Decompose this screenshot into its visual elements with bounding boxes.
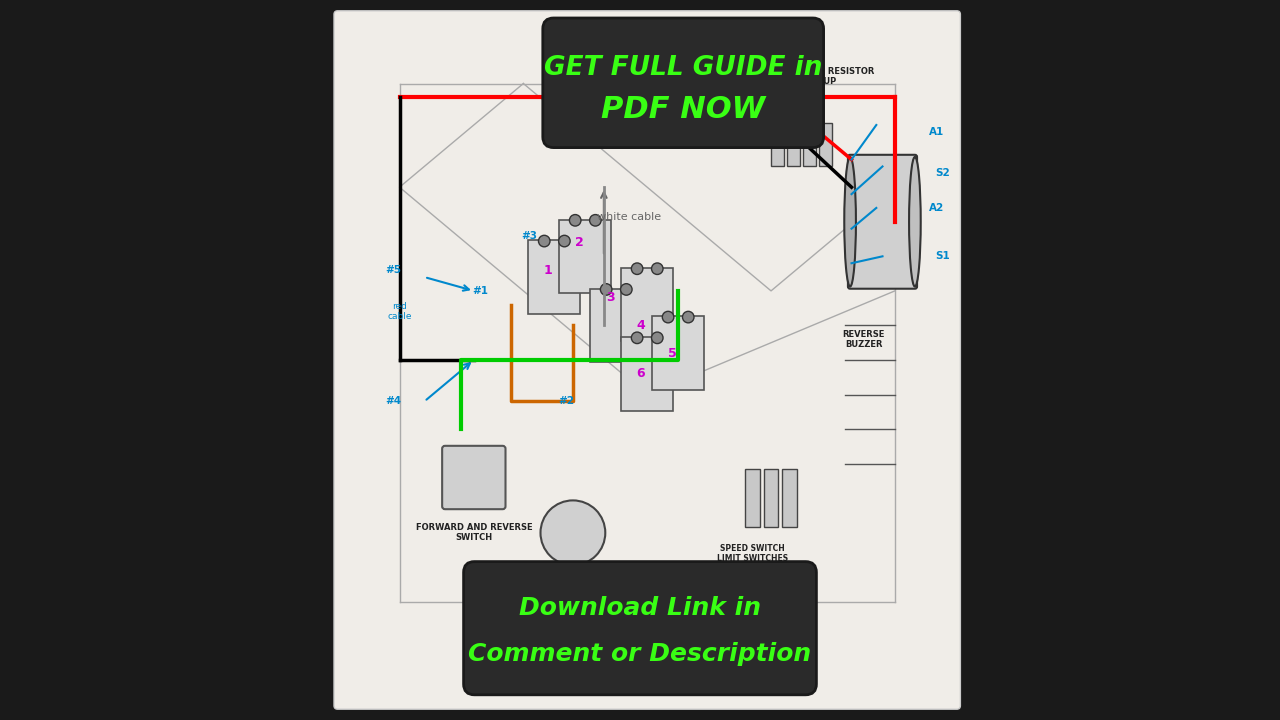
- Text: 5: 5: [668, 346, 676, 359]
- Bar: [745, 469, 759, 527]
- Circle shape: [539, 235, 550, 247]
- FancyBboxPatch shape: [334, 11, 960, 709]
- FancyBboxPatch shape: [529, 240, 580, 314]
- Circle shape: [652, 263, 663, 274]
- Circle shape: [662, 311, 673, 323]
- FancyBboxPatch shape: [543, 18, 823, 148]
- Circle shape: [590, 215, 602, 226]
- Text: #2: #2: [558, 397, 575, 407]
- Text: 1: 1: [544, 264, 553, 276]
- Text: GET FULL GUIDE in: GET FULL GUIDE in: [544, 55, 822, 81]
- Text: S1: S1: [936, 251, 950, 261]
- Text: A1: A1: [929, 127, 945, 137]
- FancyBboxPatch shape: [847, 155, 916, 289]
- Text: white cable: white cable: [596, 212, 660, 222]
- Circle shape: [631, 332, 643, 343]
- FancyBboxPatch shape: [442, 446, 506, 509]
- Circle shape: [621, 284, 632, 295]
- Text: PDF NOW: PDF NOW: [602, 95, 765, 124]
- FancyBboxPatch shape: [590, 289, 643, 362]
- Text: 3: 3: [605, 292, 614, 305]
- Text: #5: #5: [385, 265, 402, 275]
- Text: 6: 6: [636, 367, 645, 380]
- Ellipse shape: [909, 157, 920, 287]
- Circle shape: [558, 235, 570, 247]
- Text: #1: #1: [472, 286, 488, 296]
- Text: DETAIL A: DETAIL A: [553, 563, 593, 572]
- Text: red
cable: red cable: [388, 302, 412, 321]
- Text: #4: #4: [385, 397, 402, 407]
- Bar: [782, 469, 797, 527]
- Text: A2: A2: [929, 203, 945, 213]
- Bar: [787, 123, 800, 166]
- Text: LIMIT SWITCH: LIMIT SWITCH: [577, 639, 643, 648]
- Circle shape: [540, 500, 605, 565]
- Circle shape: [652, 332, 663, 343]
- Bar: [771, 123, 783, 166]
- Ellipse shape: [845, 157, 856, 287]
- Text: Download Link in: Download Link in: [518, 596, 762, 621]
- Text: REVERSE
BUZZER: REVERSE BUZZER: [842, 330, 884, 349]
- FancyBboxPatch shape: [653, 316, 704, 390]
- Text: Comment or Description: Comment or Description: [468, 642, 812, 666]
- Text: 2: 2: [575, 236, 584, 249]
- Bar: [819, 123, 832, 166]
- Text: SPEED SWITCH
LIMIT SWITCHES: SPEED SWITCH LIMIT SWITCHES: [717, 544, 788, 563]
- Circle shape: [631, 263, 643, 274]
- FancyBboxPatch shape: [621, 268, 673, 341]
- Text: S2: S2: [936, 168, 950, 179]
- Circle shape: [682, 311, 694, 323]
- Circle shape: [570, 215, 581, 226]
- FancyBboxPatch shape: [559, 220, 612, 293]
- FancyBboxPatch shape: [621, 337, 673, 410]
- Circle shape: [600, 284, 612, 295]
- Bar: [803, 123, 815, 166]
- FancyBboxPatch shape: [463, 562, 817, 695]
- Text: FORWARD AND REVERSE
SWITCH: FORWARD AND REVERSE SWITCH: [416, 523, 532, 542]
- Text: SOLENOID & RESISTOR
GROUP: SOLENOID & RESISTOR GROUP: [767, 67, 874, 86]
- Text: #3: #3: [521, 230, 538, 240]
- Bar: [764, 469, 778, 527]
- Text: 4: 4: [636, 319, 645, 332]
